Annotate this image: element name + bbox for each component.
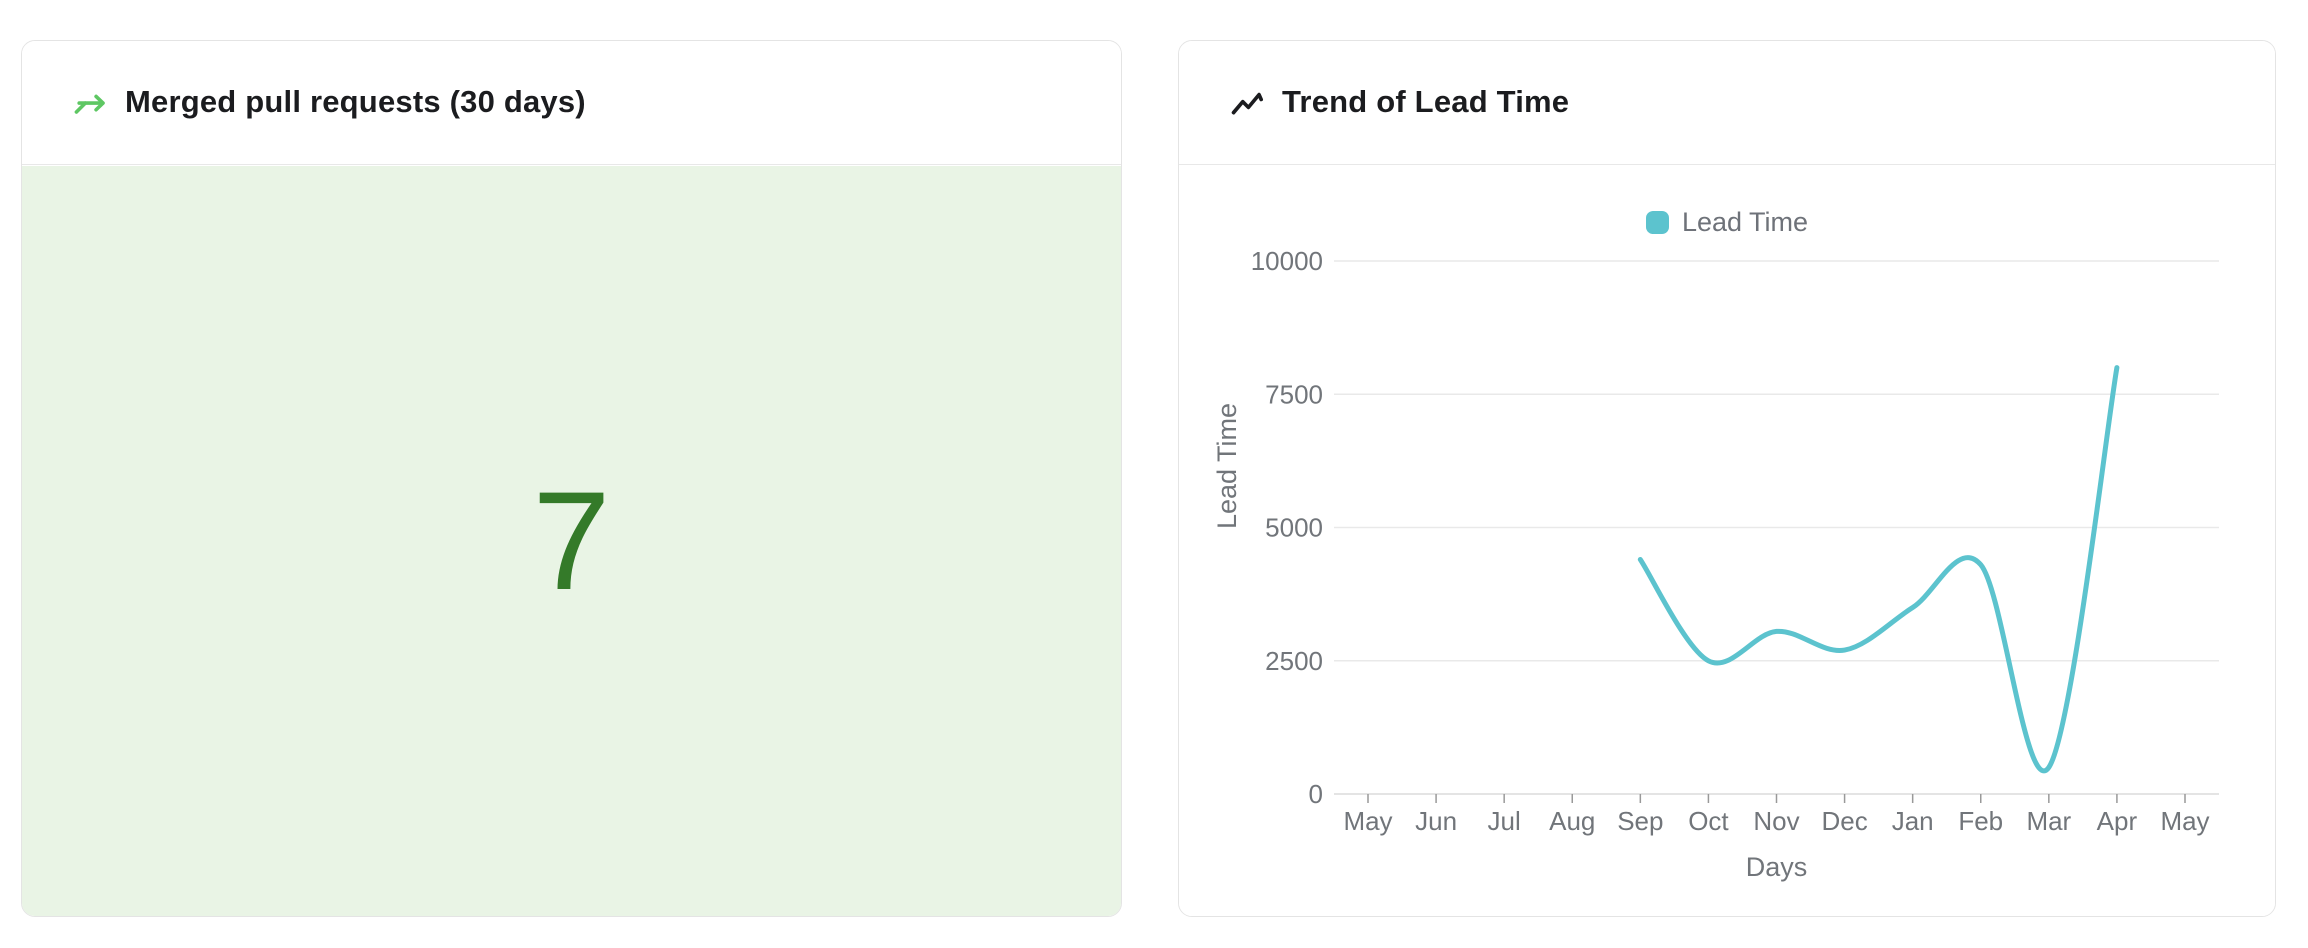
x-tick-label: Jul — [1488, 806, 1521, 836]
y-tick-label: 5000 — [1265, 513, 1323, 543]
x-tick-label: Feb — [1958, 806, 2003, 836]
x-axis-name: Days — [1746, 852, 1808, 882]
chart-legend: Lead Time — [1179, 207, 2275, 238]
trend-card-title: Trend of Lead Time — [1282, 84, 1570, 120]
y-tick-label: 7500 — [1265, 379, 1323, 409]
y-tick-label: 10000 — [1251, 246, 1323, 276]
git-merge-icon — [72, 85, 108, 119]
merged-pull-requests-card: Merged pull requests (30 days) 7 — [21, 40, 1122, 917]
merged-card-header: Merged pull requests (30 days) — [22, 41, 1121, 165]
x-tick-label: May — [2160, 806, 2209, 836]
legend-item-lead-time[interactable]: Lead Time — [1645, 207, 1809, 238]
x-tick-label: Apr — [2097, 806, 2138, 836]
y-axis-name: Lead Time — [1212, 403, 1242, 529]
trend-card-body: Lead Time 0 2500 5000 7500 10000 May Jun Jul Aug… — [1179, 166, 2275, 916]
x-tick-label: Dec — [1821, 806, 1867, 836]
x-tick-label: May — [1343, 806, 1392, 836]
legend-swatch — [1645, 211, 1669, 234]
merged-card-title: Merged pull requests (30 days) — [125, 84, 586, 120]
series-line-lead-time — [1637, 365, 2120, 774]
merged-pr-count: 7 — [532, 462, 611, 619]
x-tick-label: Mar — [2026, 806, 2071, 836]
lead-time-trend-card: Trend of Lead Time Lead Time 0 2500 5000 75… — [1178, 40, 2276, 917]
x-tick-label: Jan — [1892, 806, 1934, 836]
trending-up-icon — [1229, 85, 1265, 119]
x-tick-label: Aug — [1549, 806, 1595, 836]
y-tick-label: 0 — [1309, 779, 1323, 809]
x-tick-label: Jun — [1415, 806, 1457, 836]
lead-time-line-chart: 0 2500 5000 7500 10000 May Jun Jul Aug Sep Oct Nov D… — [1212, 246, 2219, 882]
merged-card-body: 7 — [22, 166, 1121, 916]
x-tick-label: Sep — [1617, 806, 1663, 836]
x-tick-label: Nov — [1753, 806, 1799, 836]
y-tick-label: 2500 — [1265, 646, 1323, 676]
trend-card-header: Trend of Lead Time — [1179, 41, 2275, 165]
legend-label: Lead Time — [1681, 207, 1809, 237]
x-tick-label: Oct — [1688, 806, 1729, 836]
